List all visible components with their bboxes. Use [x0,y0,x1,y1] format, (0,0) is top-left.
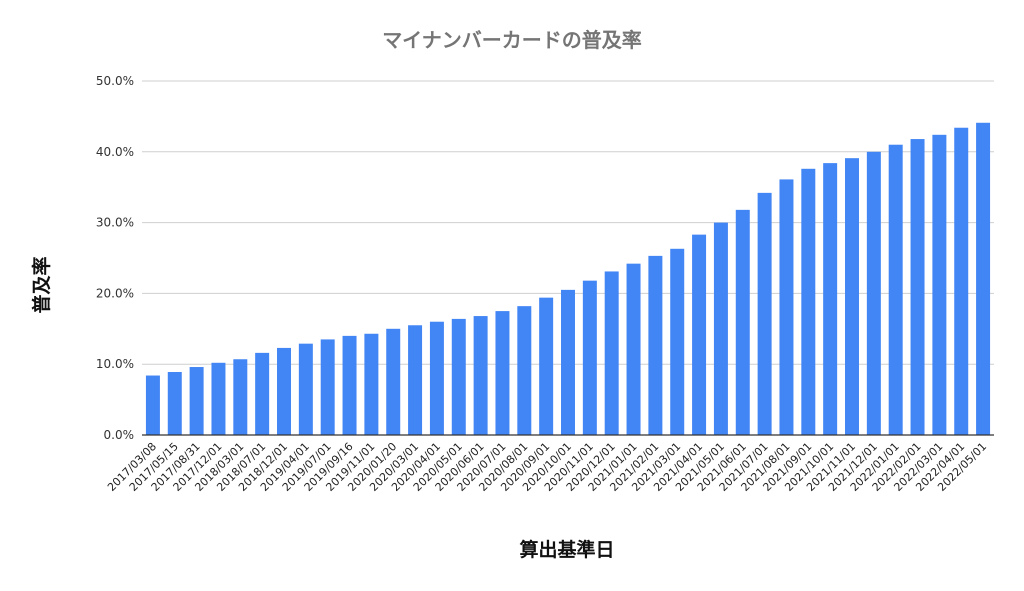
bar [604,271,619,435]
bar [823,163,838,436]
y-axis-title: 普及率 [30,256,53,313]
bar [277,347,291,435]
bar [561,289,575,435]
bar [954,127,969,435]
chart-title: マイナンバーカードの普及率 [382,28,642,52]
y-tick-label: 10.0% [96,357,134,371]
bar [320,339,335,435]
bar [386,328,401,435]
bar [692,234,707,435]
y-tick-label: 0.0% [104,428,135,442]
bar [233,359,248,435]
bar [298,343,313,435]
bar [342,335,357,435]
bar [713,222,728,435]
bars [145,122,991,436]
bar [845,158,859,435]
bar [189,367,204,435]
bar [167,371,182,435]
bar [976,122,991,435]
bar [582,280,597,435]
y-tick-label: 30.0% [96,216,134,230]
bar [888,144,903,435]
bar [255,352,270,435]
bar [145,375,160,435]
bar [495,311,510,435]
y-axis-ticks: 0.0% 10.0% 20.0% 30.0% 40.0% 50.0% [96,74,134,442]
bar [211,362,226,435]
bar [735,209,750,435]
x-axis-ticks: 2017/03/082017/05/152017/08/312017/12/01… [105,440,989,494]
y-tick-label: 20.0% [96,286,134,300]
bar [910,139,925,435]
bar [364,333,379,435]
y-tick-label: 40.0% [96,145,134,159]
bar [866,151,881,436]
bar [429,321,444,435]
x-axis-title: 算出基準日 [519,538,614,561]
bar [517,306,532,435]
bar [670,248,685,435]
bar [408,325,423,435]
bar [539,297,554,435]
bar [801,168,816,436]
bar [932,134,947,436]
bar [757,192,772,435]
bar [648,255,663,435]
bar [451,318,466,435]
bar [626,263,641,435]
y-tick-label: 50.0% [96,74,134,88]
bar [779,179,794,435]
bar [473,316,488,435]
